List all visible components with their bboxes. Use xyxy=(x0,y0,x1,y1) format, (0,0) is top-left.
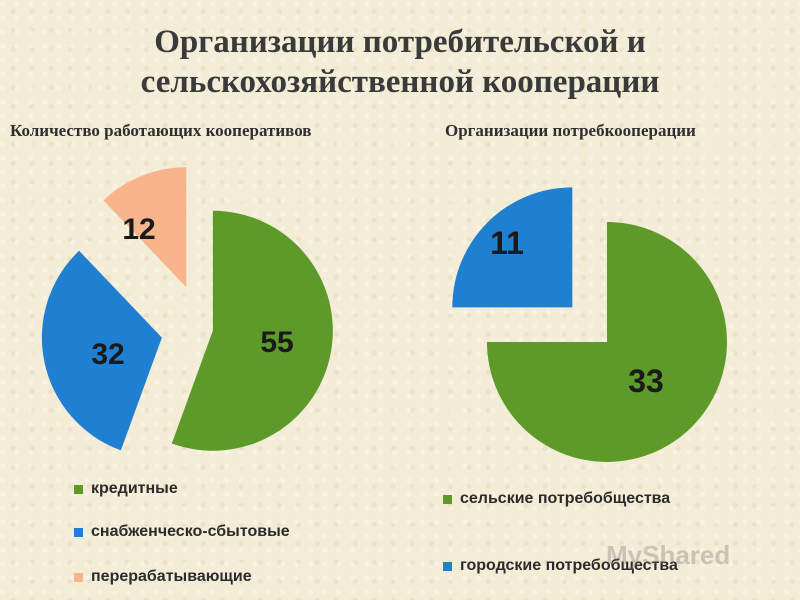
data-label: 32 xyxy=(91,338,124,371)
legend-label: снабженческо-сбытовые xyxy=(91,523,290,540)
data-label: 11 xyxy=(490,225,524,261)
pie-slice xyxy=(41,250,162,451)
legend-label: городские потребобщества xyxy=(460,557,678,574)
legend-item-rural: сельские потребобщества xyxy=(443,490,670,508)
title-line-1: Организации потребительской и xyxy=(154,24,646,60)
data-label: 33 xyxy=(628,363,664,399)
data-label: 12 xyxy=(122,213,155,246)
legend-label: перерабатывающие xyxy=(91,568,252,585)
legend-swatch xyxy=(74,572,83,582)
chart-left-title: Количество работающих кооперативов xyxy=(10,121,312,140)
legend-label: кредитные xyxy=(91,480,178,497)
pie-slice xyxy=(452,187,573,308)
pie-slice xyxy=(171,210,333,451)
title-line-2: сельскохозяйственной кооперации xyxy=(140,64,660,100)
legend-item-supply: снабженческо-сбытовые xyxy=(74,523,290,541)
legend-item-urban: городские потребобщества xyxy=(443,557,678,575)
legend-swatch xyxy=(443,494,452,504)
page-title: Организации потребительской и сельскохоз… xyxy=(0,22,800,102)
legend-swatch xyxy=(74,527,83,537)
pie-slice xyxy=(103,167,187,288)
legend-swatch xyxy=(443,561,452,571)
legend-swatch xyxy=(74,484,83,494)
legend-item-credit: кредитные xyxy=(74,480,178,498)
legend-item-processing: перерабатывающие xyxy=(74,568,252,586)
data-label: 55 xyxy=(260,326,293,359)
pie-slice xyxy=(486,221,727,462)
chart-right-title: Организации потребкооперации xyxy=(445,121,696,140)
legend-label: сельские потребобщества xyxy=(460,490,671,507)
watermark: MyShared xyxy=(606,540,731,570)
